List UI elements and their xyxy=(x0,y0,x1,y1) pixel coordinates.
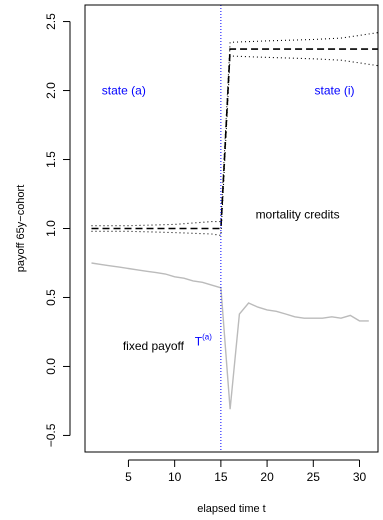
x-tick-label: 15 xyxy=(214,470,228,484)
annotation-4: fixed payoff xyxy=(123,339,185,353)
y-tick-label: 2.0 xyxy=(44,82,58,99)
plot-frame xyxy=(84,4,379,453)
y-tick-label: 1.0 xyxy=(44,220,58,237)
annotation-1: state (a) xyxy=(102,84,146,98)
x-tick-label: 30 xyxy=(353,470,367,484)
x-tick-label: 10 xyxy=(168,470,182,484)
y-tick-label: 2.5 xyxy=(44,13,58,30)
y-axis: −0.5 0.0 0.5 1.0 1.5 2.0 2.5 xyxy=(44,13,71,447)
y-tick-label: 1.5 xyxy=(44,151,58,168)
annotation-2: state (i) xyxy=(315,84,355,98)
series-line-4 xyxy=(91,262,369,410)
annotation-3: mortality credits xyxy=(256,208,340,222)
y-tick-label: 0.0 xyxy=(44,358,58,375)
y-tick-label: 0.5 xyxy=(44,289,58,306)
x-tick-label: 20 xyxy=(260,470,274,484)
x-axis-title: elapsed time t xyxy=(197,503,265,515)
y-tick-label: −0.5 xyxy=(44,423,58,447)
series-line-1 xyxy=(91,48,378,230)
x-tick-label: 25 xyxy=(307,470,321,484)
x-tick-label: 5 xyxy=(125,470,132,484)
series-layer xyxy=(91,32,378,410)
x-axis: 5 10 15 20 25 30 xyxy=(125,459,367,484)
annotation-layer: state (a) state (i) mortality credits fixed… xyxy=(102,84,355,353)
y-axis-title: payoff 65y−cohort xyxy=(15,185,27,273)
